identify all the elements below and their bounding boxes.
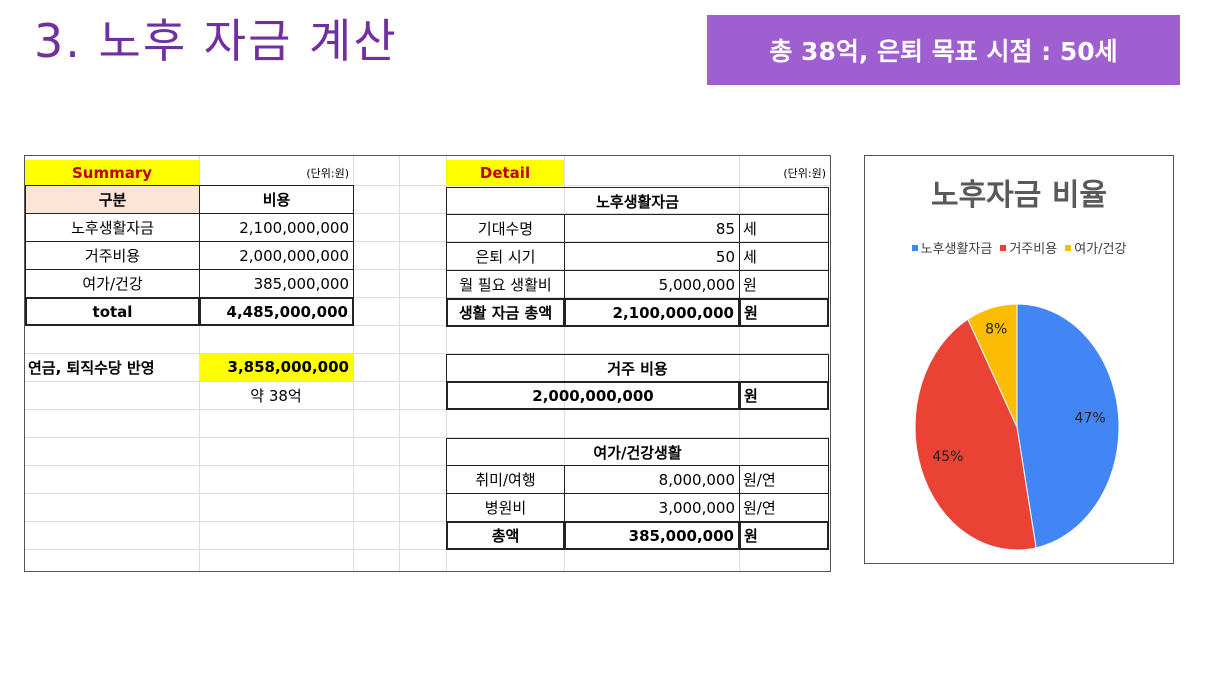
pie-plot: 47% 45% 8%: [914, 303, 1120, 551]
pie-label-3: 8%: [985, 321, 1007, 337]
legend-label: 여가/건강: [1074, 242, 1127, 257]
living-row-value: 85: [564, 214, 740, 243]
summary-header-cost: 비용: [199, 185, 354, 214]
gridline: [25, 437, 830, 438]
gridline: [25, 521, 830, 522]
gridline: [399, 156, 400, 571]
summary-row-label: 여가/건강: [25, 269, 200, 298]
legend-swatch: [1000, 244, 1007, 251]
gridline: [25, 549, 830, 550]
leisure-row-label: 취미/여행: [446, 465, 565, 494]
pension-value: 3,858,000,000: [199, 353, 353, 381]
living-row-label: 은퇴 시기: [446, 242, 565, 271]
living-total-label: 생활 자금 총액: [446, 298, 565, 327]
summary-row-label: 노후생활자금: [25, 213, 200, 242]
living-row-unit: 세: [739, 214, 829, 243]
legend-label: 노후생활자금: [920, 242, 993, 257]
pie-label-2: 45%: [932, 449, 963, 465]
gridline: [25, 409, 830, 410]
living-total-value: 2,100,000,000: [564, 298, 740, 327]
leisure-row-value: 8,000,000: [564, 465, 740, 494]
detail-unit: (단위:원): [783, 166, 826, 180]
detail-title: Detail: [446, 160, 564, 185]
gridline: [25, 241, 830, 242]
pension-approx: 약 38억: [250, 386, 302, 405]
leisure-total-value: 385,000,000: [564, 521, 740, 550]
gridline: [739, 156, 740, 571]
pie-slice-3: [967, 303, 1018, 428]
living-total-unit: 원: [739, 298, 829, 327]
leisure-total-label: 총액: [446, 521, 565, 550]
legend-swatch: [911, 244, 918, 251]
gridline: [25, 493, 830, 494]
living-row-label: 기대수명: [446, 214, 565, 243]
pie-chart: 노후자금 비율 노후생활자금 거주비용 여가/건강 47% 45% 8%: [864, 155, 1174, 564]
chart-title: 노후자금 비율: [930, 178, 1108, 213]
legend-label: 거주비용: [1009, 242, 1058, 257]
pie-slice-1: [1016, 303, 1120, 549]
gridline: [25, 325, 830, 326]
leisure-total-unit: 원: [739, 521, 829, 550]
gridline: [25, 297, 830, 298]
chart-legend: 노후생활자금 거주비용 여가/건강: [865, 238, 1173, 257]
housing-header: 거주 비용: [446, 354, 829, 382]
summary-row-label: 거주비용: [25, 241, 200, 270]
gridline: [25, 185, 830, 186]
housing-unit: 원: [739, 381, 829, 410]
living-row-value: 50: [564, 242, 740, 271]
summary-row-value: 2,000,000,000: [199, 241, 354, 270]
living-row-label: 월 필요 생활비: [446, 270, 565, 299]
gridline: [25, 353, 830, 354]
pie-label-1: 47%: [1075, 411, 1106, 427]
living-row-unit: 세: [739, 242, 829, 271]
leisure-header: 여가/건강생활: [446, 438, 829, 466]
summary-title: Summary: [25, 160, 199, 185]
gridline: [25, 381, 830, 382]
legend-item: 여가/건강: [1065, 238, 1126, 257]
summary-row-value: 2,100,000,000: [199, 213, 354, 242]
summary-row-value: 385,000,000: [199, 269, 354, 298]
summary-total-value: 4,485,000,000: [199, 297, 354, 326]
summary-total-label: total: [25, 297, 200, 326]
housing-value: 2,000,000,000: [446, 381, 740, 410]
gridline: [564, 156, 565, 571]
living-row-unit: 원: [739, 270, 829, 299]
legend-swatch: [1065, 244, 1072, 251]
gridline: [353, 156, 354, 571]
leisure-row-unit: 원/연: [739, 493, 829, 522]
legend-item: 거주비용: [1000, 238, 1057, 257]
leisure-row-value: 3,000,000: [564, 493, 740, 522]
summary-unit: (단위:원): [306, 166, 349, 180]
leisure-row-label: 병원비: [446, 493, 565, 522]
gridline: [25, 269, 830, 270]
gridline: [25, 465, 830, 466]
living-row-value: 5,000,000: [564, 270, 740, 299]
legend-item: 노후생활자금: [911, 238, 993, 257]
gridline: [25, 213, 830, 214]
pie-slice-2: [914, 318, 1037, 551]
goal-badge: 총 38억, 은퇴 목표 시점 : 50세: [707, 15, 1180, 85]
pension-label: 연금, 퇴직수당 반영: [28, 358, 155, 377]
living-header: 노후생활자금: [446, 187, 829, 215]
summary-header-category: 구분: [25, 185, 200, 214]
spreadsheet: Summary (단위:원) 구분 비용 노후생활자금 2,100,000,00…: [24, 155, 831, 572]
leisure-row-unit: 원/연: [739, 465, 829, 494]
slide-title: 3. 노후 자금 계산: [34, 14, 398, 68]
